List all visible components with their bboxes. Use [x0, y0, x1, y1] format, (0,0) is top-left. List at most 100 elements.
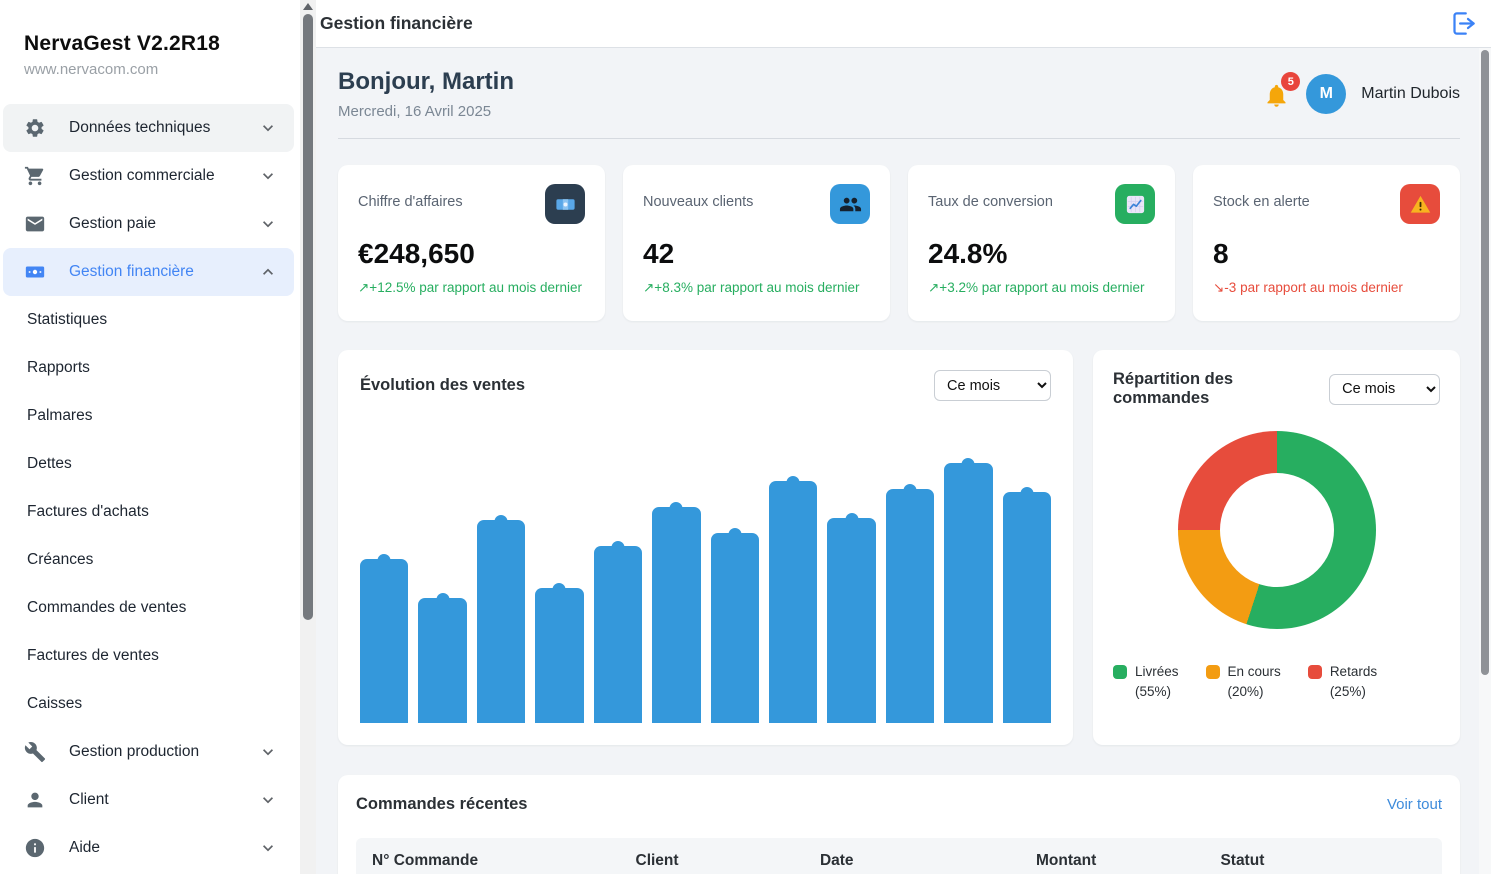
kpi-label: Taux de conversion — [928, 194, 1053, 210]
sidebar-item-label: Gestion paie — [69, 215, 157, 232]
sidebar-subitem-factures-de-ventes[interactable]: Factures de ventes — [27, 647, 159, 664]
notifications-button[interactable]: 5 — [1263, 72, 1301, 109]
sidebar-item-label: Données techniques — [69, 119, 211, 136]
sidebar-item-gestion-production[interactable]: Gestion production — [3, 728, 294, 776]
kpi-top: Chiffre d'affaires — [358, 184, 585, 224]
sales-bar — [418, 598, 467, 723]
chevron-up-icon — [258, 262, 278, 282]
table-column-statut: Statut — [1220, 852, 1265, 869]
sales-bar — [652, 507, 701, 723]
main-area: Gestion financière Bonjour, Martin Mercr… — [316, 0, 1491, 874]
sales-chart-title: Évolution des ventes — [360, 376, 526, 394]
legend-label: Retards (25%) — [1329, 664, 1378, 700]
info-icon — [23, 836, 47, 860]
bell-icon — [1267, 84, 1286, 107]
main-content: Bonjour, Martin Mercredi, 16 Avril 2025 … — [316, 48, 1491, 874]
kpi-value: 42 — [643, 238, 675, 269]
sidebar-item-aide[interactable]: Aide — [3, 824, 294, 872]
chevron-down-icon — [258, 166, 278, 186]
app-subtitle: www.nervacom.com — [24, 61, 159, 78]
sidebar-subitem-dettes[interactable]: Dettes — [27, 455, 72, 472]
people-icon — [830, 184, 870, 224]
kpi-label: Nouveaux clients — [643, 194, 754, 210]
charts-row: Évolution des ventes Ce mois Répartition… — [338, 350, 1460, 745]
see-all-link[interactable]: Voir tout — [1386, 796, 1442, 813]
orders-chart-title: Répartition des commandes — [1113, 370, 1234, 407]
legend-label: En cours (20%) — [1227, 664, 1281, 700]
cart-icon — [23, 164, 47, 188]
kpi-card-stock-en-alerte: Stock en alerte 8 ↘-3 par rapport au mois … — [1193, 165, 1460, 321]
sales-bar — [476, 520, 526, 723]
sidebar-item-label: Aide — [69, 839, 101, 856]
orders-period-select[interactable]: Ce mois — [1329, 373, 1440, 405]
sidebar-subitem-rapports[interactable]: Rapports — [27, 359, 90, 376]
sales-period-select[interactable]: Ce mois — [934, 370, 1051, 401]
sidebar-subitem-statistiques[interactable]: Statistiques — [27, 311, 108, 328]
sidebar-item-donnees-techniques[interactable]: Données techniques — [3, 104, 294, 152]
sidebar-subitem-commandes-de-ventes[interactable]: Commandes de ventes — [27, 599, 187, 616]
sidebar-item-client[interactable]: Client — [3, 776, 294, 824]
kpi-card-chiffre-d-affaires: Chiffre d'affaires €248,650 ↗+12.5% par ra… — [338, 165, 605, 321]
orders-chart-card: Répartition des commandes Ce mois Livrée… — [1093, 350, 1460, 745]
sidebar-scrollbar[interactable] — [300, 0, 316, 874]
kpi-row: Chiffre d'affaires €248,650 ↗+12.5% par ra… — [338, 165, 1460, 321]
sidebar-item-label: Gestion production — [69, 743, 200, 760]
kpi-label: Chiffre d'affaires — [358, 194, 463, 210]
sales-bar — [944, 463, 993, 723]
sidebar-item-gestion-paie[interactable]: Gestion paie — [3, 200, 294, 248]
scrollbar-up-arrow-icon[interactable] — [303, 3, 313, 10]
orders-chart-header: Répartition des commandes Ce mois — [1113, 370, 1440, 408]
chart-legend: Livrées (55%) En cours (20%) Retards (25%) — [1113, 662, 1440, 703]
main-scrollbar[interactable] — [1479, 48, 1491, 874]
sidebar-item-label: Gestion commerciale — [69, 167, 215, 184]
kpi-value: 8 — [1213, 238, 1229, 269]
legend-swatch — [1205, 665, 1220, 679]
sales-bar — [535, 587, 584, 723]
sales-bar — [885, 489, 935, 723]
brand-block: NervaGest V2.2R18 www.nervacom.com — [0, 0, 300, 92]
legend-swatch — [1113, 665, 1127, 679]
sales-bar — [768, 481, 818, 723]
recent-orders-header: Commandes récentes Voir tout — [356, 795, 1442, 814]
sidebar: NervaGest V2.2R18 www.nervacom.com Donné… — [0, 0, 300, 874]
current-date: Mercredi, 16 Avril 2025 — [338, 103, 492, 120]
greeting: Bonjour, Martin — [338, 68, 514, 95]
sales-bar — [360, 559, 409, 723]
donut-chart — [1177, 431, 1376, 629]
logout-icon[interactable] — [1450, 10, 1477, 37]
sales-chart-header: Évolution des ventes Ce mois — [360, 370, 1051, 401]
welcome-text: Bonjour, Martin Mercredi, 16 Avril 2025 — [338, 68, 514, 120]
kpi-top: Stock en alerte — [1213, 184, 1440, 224]
person-icon — [23, 788, 47, 812]
mail-icon — [23, 212, 47, 236]
table-column-n-commande: N° Commande — [372, 852, 479, 869]
main-scrollbar-thumb[interactable] — [1481, 50, 1489, 675]
sales-bar — [710, 533, 759, 723]
user-area: 5 M Martin Dubois — [1263, 72, 1460, 114]
legend-item-retards: Retards (25%) — [1307, 662, 1378, 703]
gear-icon — [23, 116, 47, 140]
notification-badge: 5 — [1281, 72, 1301, 91]
topbar: Gestion financière — [316, 0, 1491, 48]
sales-chart-card: Évolution des ventes Ce mois — [338, 350, 1073, 745]
sidebar-subitem-palmares[interactable]: Palmares — [27, 407, 93, 424]
kpi-trend: ↗+12.5% par rapport au mois dernier — [358, 280, 583, 295]
sales-bar — [593, 546, 643, 723]
table-column-date: Date — [819, 852, 854, 869]
sidebar-subitem-factures-d-achats[interactable]: Factures d'achats — [27, 503, 149, 520]
sidebar-subitem-caisses[interactable]: Caisses — [27, 695, 83, 712]
bar-chart — [360, 463, 1052, 723]
avatar[interactable]: M — [1306, 74, 1347, 114]
chevron-down-icon — [258, 838, 278, 858]
table-header-row: N° Commande Client Date Montant Statut — [356, 838, 1442, 874]
sidebar-item-gestion-financiere[interactable]: Gestion financière — [3, 248, 294, 296]
kpi-trend: ↗+3.2% par rapport au mois dernier — [928, 280, 1145, 295]
banknote-icon — [545, 184, 585, 224]
sidebar-item-gestion-commerciale[interactable]: Gestion commerciale — [3, 152, 294, 200]
sales-bar — [1002, 491, 1052, 723]
app-title: NervaGest V2.2R18 — [24, 32, 221, 55]
sidebar-subitem-creances[interactable]: Créances — [27, 551, 94, 568]
sidebar-scrollbar-thumb[interactable] — [303, 14, 313, 620]
chevron-down-icon — [258, 118, 278, 138]
page-title: Gestion financière — [320, 13, 473, 33]
